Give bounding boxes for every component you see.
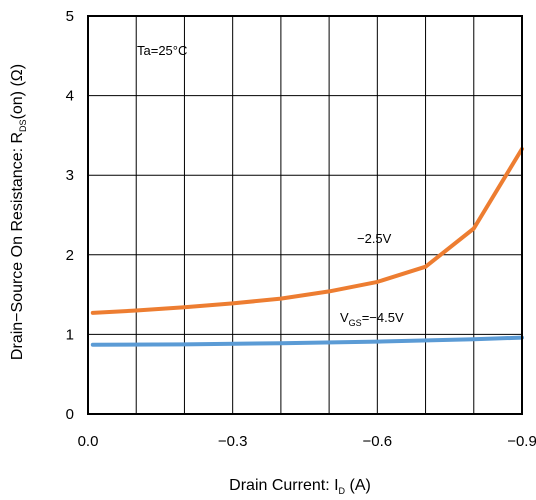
x-axis-title: Drain Current: ID (A)	[229, 477, 371, 496]
series-line-minus-2-5v	[90, 146, 524, 315]
series-line-vgs-minus-4-5v	[90, 335, 524, 347]
series-lines	[90, 146, 524, 347]
gridlines	[88, 16, 522, 414]
y-tick-label: 2	[66, 247, 74, 264]
condition-label: Ta=25°C	[137, 43, 187, 58]
y-axis-title-main: Drain−Source On Resistance: R	[9, 132, 26, 360]
series-label-minus-2-5v: −2.5V	[357, 231, 392, 246]
plot-frame	[87, 15, 523, 415]
x-tick-label: −0.6	[363, 433, 393, 450]
x-tick-label: 0.0	[78, 433, 99, 450]
x-tick-label: −0.9	[507, 433, 536, 450]
y-tick-label: 3	[66, 167, 74, 184]
y-axis-title-tail: (on) (Ω)	[9, 64, 26, 120]
x-axis-title-main: Drain Current: I	[229, 477, 338, 494]
y-axis-title: Drain−Source On Resistance: RDS(on) (Ω)	[9, 64, 28, 360]
y-axis-title-sub: DS	[18, 119, 28, 132]
y-tick-label: 1	[66, 326, 74, 343]
tick-labels: 0 1 2 3 4 5 0.0 −0.3 −0.6 −0.9	[66, 8, 536, 450]
y-tick-label: 5	[66, 8, 74, 25]
vgs-value: =−4.5V	[362, 310, 404, 325]
y-tick-label: 4	[66, 88, 74, 105]
series-label-vgs-minus-4-5v: VGS=−4.5V	[340, 310, 404, 328]
y-tick-label: 0	[66, 406, 74, 423]
vgs-subscript: GS	[349, 318, 362, 328]
x-axis-title-sub: D	[339, 486, 346, 496]
vgs-symbol: V	[340, 310, 349, 325]
x-tick-label: −0.3	[218, 433, 248, 450]
x-axis-title-tail: (A)	[345, 477, 371, 494]
